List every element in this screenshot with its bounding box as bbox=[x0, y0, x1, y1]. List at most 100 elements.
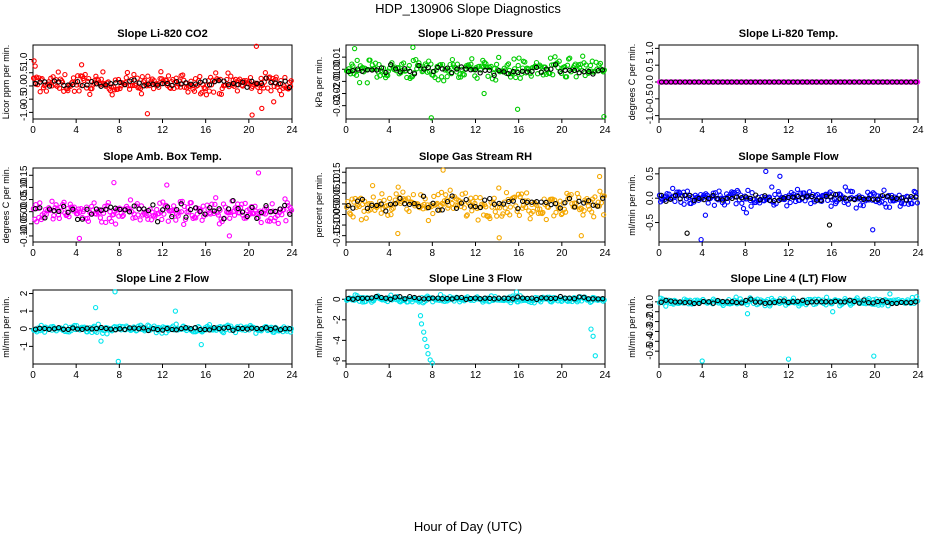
data-point bbox=[218, 216, 224, 222]
data-point bbox=[601, 67, 607, 73]
x-tick-label: 16 bbox=[513, 370, 525, 381]
data-point bbox=[884, 193, 891, 199]
outlier-point bbox=[777, 173, 783, 179]
outlier-point bbox=[98, 338, 104, 344]
data-point bbox=[173, 78, 180, 85]
data-point bbox=[740, 205, 747, 212]
y-tick-label: -2 bbox=[332, 315, 343, 324]
x-tick-label: 20 bbox=[556, 125, 568, 136]
data-point bbox=[55, 69, 61, 75]
data-point bbox=[197, 79, 203, 85]
x-tick-label: 4 bbox=[386, 248, 392, 259]
data-point bbox=[401, 66, 408, 72]
data-point bbox=[51, 212, 57, 219]
data-point bbox=[139, 74, 145, 80]
data-point bbox=[444, 198, 451, 205]
data-point bbox=[75, 206, 82, 212]
outlier-point bbox=[424, 343, 430, 350]
data-point bbox=[870, 190, 876, 196]
data-point bbox=[529, 199, 535, 205]
data-point bbox=[769, 184, 775, 190]
data-point bbox=[524, 69, 530, 75]
data-point bbox=[444, 73, 450, 80]
outlier-point bbox=[32, 63, 38, 69]
y-tick-label: -0.02 bbox=[332, 82, 343, 105]
panel-title: Slope Line 4 (LT) Flow bbox=[731, 273, 847, 285]
data-point bbox=[905, 201, 912, 207]
y-tick-label: 0.15 bbox=[332, 162, 343, 182]
data-point bbox=[184, 209, 190, 215]
data-point bbox=[576, 70, 582, 76]
x-tick-label: 20 bbox=[556, 248, 568, 259]
data-point bbox=[131, 203, 137, 209]
data-point bbox=[273, 74, 279, 80]
data-point bbox=[213, 195, 219, 201]
x-tick-label: 12 bbox=[783, 248, 795, 259]
data-point bbox=[192, 205, 199, 211]
x-tick-label: 4 bbox=[73, 248, 79, 259]
data-point bbox=[511, 56, 517, 62]
data-point bbox=[141, 206, 147, 212]
outlier-point bbox=[226, 233, 233, 239]
data-point bbox=[245, 81, 251, 87]
data-point bbox=[592, 194, 598, 200]
data-point bbox=[842, 184, 848, 190]
data-point bbox=[406, 62, 412, 69]
data-point bbox=[767, 300, 773, 306]
y-tick-label: 1 bbox=[19, 308, 30, 314]
data-point bbox=[856, 79, 862, 85]
data-point bbox=[749, 190, 755, 196]
panel-1: Slope Li-820 Pressure 0 4 8 12 16 20 24 -0.03-0.… bbox=[314, 28, 611, 136]
data-point bbox=[70, 206, 76, 212]
y-tick-label: -0.5 bbox=[645, 342, 656, 360]
data-point bbox=[221, 78, 227, 84]
data-point bbox=[914, 200, 921, 206]
data-point bbox=[364, 80, 370, 86]
outlier-point bbox=[440, 167, 446, 173]
data-point bbox=[367, 207, 373, 213]
panel-5: Slope Sample Flow 0 4 8 12 16 20 24 -0.5 0.0 0.5 ml… bbox=[627, 151, 924, 259]
data-point bbox=[114, 86, 121, 92]
data-point bbox=[444, 65, 451, 71]
data-point bbox=[197, 73, 203, 80]
data-point bbox=[865, 196, 872, 202]
data-point bbox=[258, 80, 265, 86]
x-tick-label: 0 bbox=[656, 248, 662, 259]
data-point bbox=[79, 216, 86, 222]
data-point bbox=[137, 85, 144, 92]
data-point bbox=[469, 56, 475, 62]
data-point bbox=[164, 204, 171, 210]
data-point bbox=[127, 197, 134, 203]
outlier-point bbox=[144, 111, 151, 117]
outlier-point bbox=[428, 115, 434, 121]
data-point bbox=[126, 209, 133, 215]
data-point bbox=[809, 299, 815, 305]
y-tick-label: -0.05 bbox=[19, 212, 30, 235]
data-point bbox=[696, 79, 702, 85]
data-point bbox=[600, 298, 606, 304]
data-point bbox=[258, 75, 264, 82]
data-point bbox=[710, 300, 716, 306]
x-tick-label: 16 bbox=[200, 248, 212, 259]
data-point bbox=[494, 213, 500, 219]
data-point bbox=[496, 295, 502, 301]
data-point bbox=[557, 69, 563, 75]
data-point bbox=[849, 188, 856, 195]
data-point bbox=[49, 198, 55, 204]
x-tick-label: 0 bbox=[30, 125, 36, 136]
data-point bbox=[55, 212, 62, 218]
data-point bbox=[174, 206, 180, 213]
outlier-point bbox=[578, 233, 584, 239]
data-point bbox=[160, 327, 166, 333]
data-point bbox=[566, 195, 573, 202]
data-point bbox=[757, 79, 763, 85]
data-point bbox=[496, 67, 502, 74]
data-point bbox=[672, 299, 678, 305]
data-point bbox=[517, 194, 523, 200]
data-point bbox=[202, 78, 208, 84]
data-point bbox=[576, 198, 582, 204]
data-point bbox=[183, 325, 189, 331]
data-point bbox=[211, 325, 217, 331]
data-point bbox=[363, 215, 369, 221]
data-point bbox=[187, 206, 194, 213]
